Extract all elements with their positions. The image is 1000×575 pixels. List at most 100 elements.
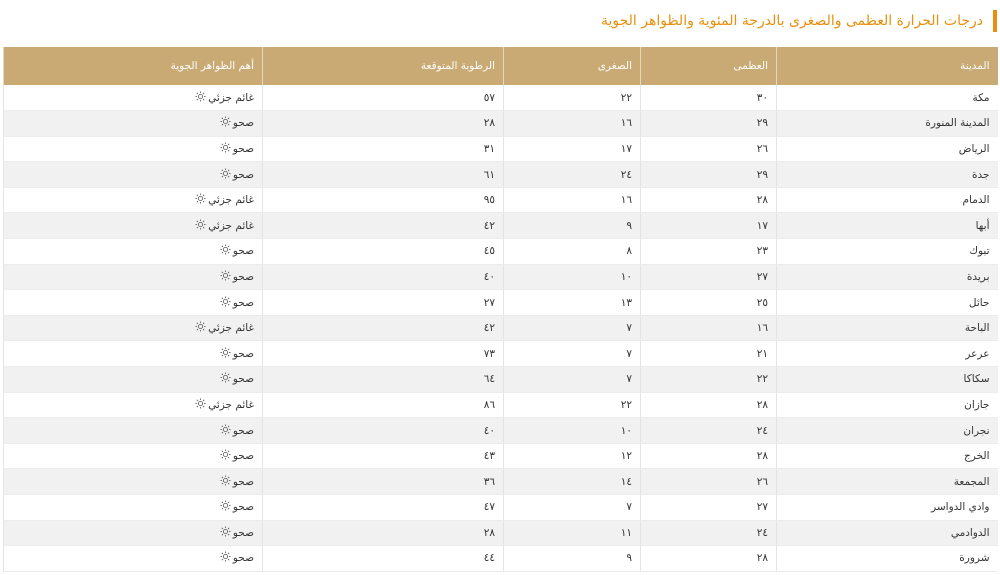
table-cell: الخرج — [776, 443, 998, 470]
cell-text: تبوك — [969, 245, 990, 258]
table-cell: ٩ — [503, 545, 641, 572]
weather-icon — [220, 372, 231, 383]
table-cell: ٤٤ — [262, 545, 504, 572]
table-cell: ٧ — [503, 366, 641, 393]
cell-text: ٢٨ — [756, 552, 768, 565]
weather-icon — [220, 244, 231, 258]
weather-icon — [220, 551, 231, 563]
table-cell: ٣٦ — [262, 468, 504, 495]
table-cell: الرياض — [776, 136, 998, 163]
table-cell: الدمام — [776, 187, 998, 214]
table-cell: ٢٨ — [640, 545, 777, 572]
cell-text: ٧٣ — [483, 347, 495, 360]
cell-text: جدة — [971, 168, 990, 181]
table-cell: ٢٤ — [503, 161, 641, 188]
weather-icon — [195, 193, 206, 204]
cell-text: ٩٥ — [483, 194, 495, 207]
table-cell: ٢٤ — [640, 417, 777, 444]
weather-icon — [220, 475, 231, 489]
table-cell: أبها — [776, 212, 998, 240]
page-title: درجات الحرارة العظمى والصغرى بالدرجة الم… — [601, 10, 997, 32]
cell-text: ٤٧ — [483, 501, 495, 514]
cell-text: صحو — [232, 526, 254, 539]
table-row: جدة ٢٩ ٢٤ ٦١ صحو — [3, 161, 998, 188]
cell-text: ٢٨ — [483, 526, 495, 539]
cell-text: ٣٦ — [483, 475, 495, 488]
table-cell: غائم جزئي — [3, 212, 263, 240]
table-cell: ١٣ — [503, 289, 641, 316]
table-cell: جدة — [776, 161, 998, 188]
table-cell: صحو — [3, 417, 263, 444]
cell-text: ٩ — [626, 552, 632, 565]
table-cell: المجمعة — [776, 468, 998, 495]
table-cell: ٩٥ — [262, 187, 504, 214]
weather-icon — [220, 526, 231, 540]
weather-icon — [220, 116, 231, 130]
cell-text: الدوادمي — [950, 526, 990, 539]
table-row: نجران ٢٤ ١٠ ٤٠ صحو — [3, 417, 998, 444]
cell-text: ١١ — [620, 526, 632, 539]
weather-icon — [195, 91, 206, 102]
weather-icon — [195, 398, 206, 412]
table-cell: ٧ — [503, 315, 641, 342]
weather-icon — [195, 321, 206, 335]
cell-text: ٢٦ — [756, 475, 768, 488]
table-cell: ١٢ — [503, 443, 641, 470]
table-cell: ٨ — [503, 238, 641, 265]
table-cell: ٣٠ — [640, 85, 777, 112]
table-cell: غائم جزئي — [3, 187, 263, 214]
table-cell: ٢٧ — [640, 494, 777, 521]
table-cell: صحو — [3, 366, 263, 393]
weather-icon — [220, 296, 231, 307]
cell-text: ٢٢ — [620, 91, 632, 104]
weather-icon — [220, 270, 231, 281]
weather-icon — [220, 500, 231, 514]
table-cell: ١٦ — [503, 110, 641, 137]
cell-text: الدمام — [962, 194, 990, 207]
weather-icon — [220, 423, 231, 438]
cell-text: ٢٧ — [483, 296, 495, 309]
cell-text: ٥٧ — [483, 91, 495, 104]
table-cell: ١٧ — [503, 136, 641, 163]
weather-icon — [220, 423, 231, 435]
cell-text: ٤٢ — [483, 219, 495, 232]
cell-text: غائم جزئي — [208, 322, 254, 335]
weather-icon — [220, 116, 231, 127]
table-cell: جازان — [776, 392, 998, 419]
table-cell: ٢٥ — [640, 289, 777, 316]
cell-text: المجمعة — [953, 475, 990, 488]
cell-text: صحو — [232, 424, 254, 437]
column-header: العظمى — [640, 47, 777, 85]
cell-text: ٢١ — [756, 347, 768, 360]
weather-icon — [220, 372, 231, 386]
cell-text: ٨٦ — [483, 398, 495, 411]
cell-text: ٢٧ — [756, 501, 768, 514]
table-row: الباحة ١٦ ٧ ٤٢ غائم جزئي — [3, 315, 998, 342]
table-cell: مكة — [776, 85, 998, 112]
table-cell: ٢٩ — [640, 161, 777, 188]
cell-text: عرعر — [965, 347, 990, 360]
cell-text: صحو — [232, 347, 254, 360]
weather-icon — [220, 142, 231, 156]
cell-text: بريدة — [966, 270, 990, 283]
table-cell: غائم جزئي — [3, 85, 263, 112]
cell-text: غائم جزئي — [208, 194, 254, 207]
cell-text: الرياض — [958, 142, 990, 155]
cell-text: ٢٩ — [756, 168, 768, 181]
table-row: تبوك ٢٣ ٨ ٤٥ صحو — [3, 238, 998, 265]
table-cell: ٧٣ — [262, 340, 504, 368]
table-cell: ٢٨ — [640, 443, 777, 470]
table-row: المدينة المنورة ٢٩ ١٦ ٢٨ صحو — [3, 110, 998, 137]
table-row: الخرج ٢٨ ١٢ ٤٣ صحو — [3, 443, 998, 470]
cell-text: ٧ — [626, 501, 632, 514]
cell-text: ٣١ — [483, 142, 495, 155]
weather-icon — [220, 500, 231, 511]
cell-text: ٢٨ — [756, 398, 768, 411]
cell-text: ٢٢ — [756, 373, 768, 386]
table-cell: ١٠ — [503, 417, 641, 444]
cell-text: ٧ — [626, 322, 632, 335]
table-row: الدوادمي ٢٤ ١١ ٢٨ صحو — [3, 520, 998, 547]
table-cell: ٢٨ — [640, 187, 777, 214]
cell-text: ٢٤ — [756, 424, 768, 437]
table-row: الدمام ٢٨ ١٦ ٩٥ غائم جزئي — [3, 187, 998, 214]
